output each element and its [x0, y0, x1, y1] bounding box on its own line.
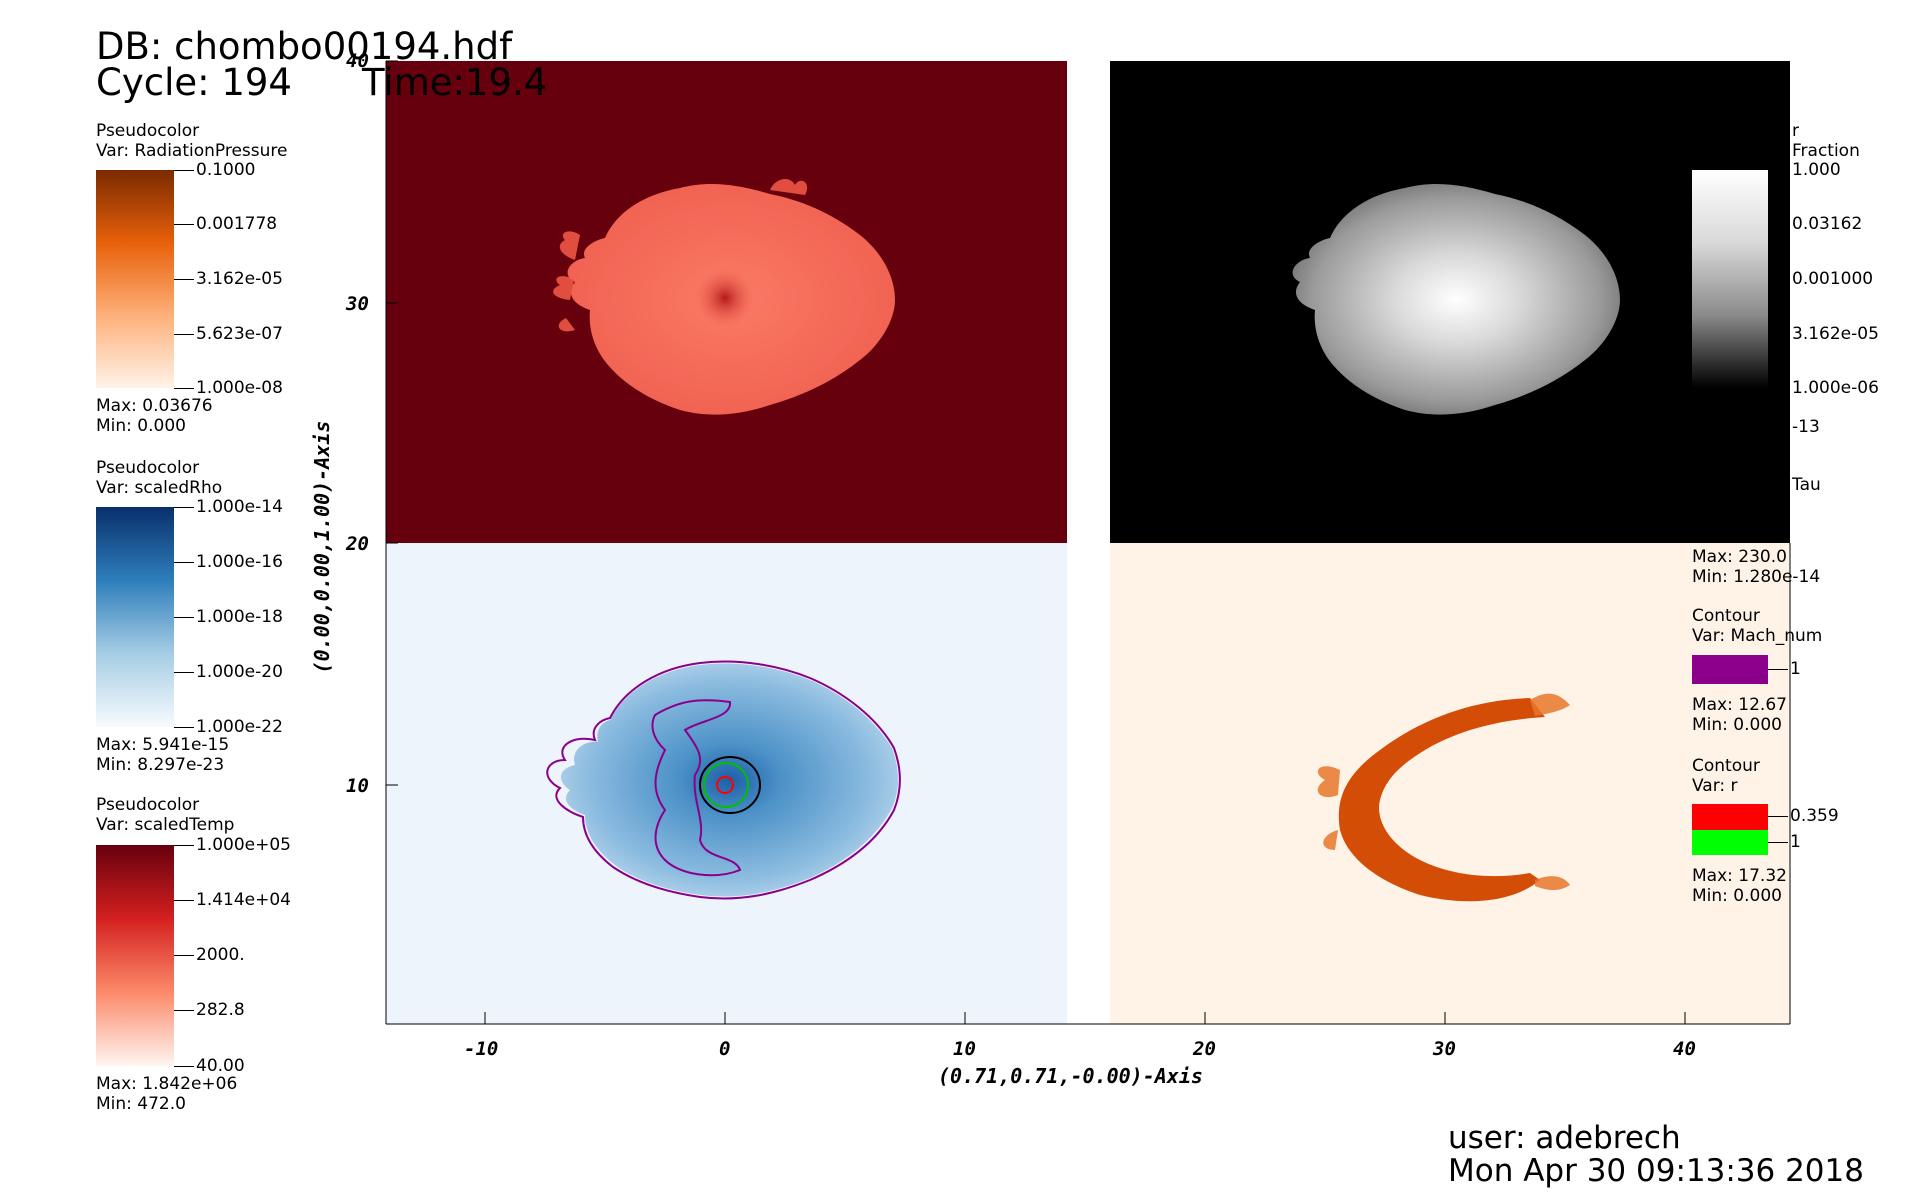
legend-3-plot: Pseudocolor: [96, 795, 200, 815]
legend-1-min: Min: 0.000: [96, 416, 186, 436]
right-legend-tick-2: 0.001000: [1792, 269, 1874, 289]
x-major-ticks: [484, 1012, 1686, 1024]
x-tick-neg10: -10: [464, 1038, 499, 1060]
x-axis-title: (0.71,0.71,-0.00)-Axis: [938, 1064, 1203, 1088]
legend-2-min: Min: 8.297e-23: [96, 755, 225, 775]
legend-3-tick-0: 1.000e+05: [196, 835, 292, 855]
legend-2-plot: Pseudocolor: [96, 458, 200, 478]
crescent-wisps: [1317, 693, 1570, 891]
mach-contour: [546, 660, 901, 900]
grayscale-blob: [1292, 183, 1620, 415]
legend-2-colorbar: [96, 507, 174, 727]
contour-1-min: Min: 0.000: [1692, 715, 1782, 735]
contour-1-level: 1: [1790, 659, 1801, 679]
right-legend-tick-3: 3.162e-05: [1792, 324, 1879, 344]
right-legend-fraction-partial: Fraction: [1792, 141, 1860, 161]
r-contour-black: [699, 756, 761, 814]
legend-2-tick-4: 1.000e-22: [196, 717, 283, 737]
right-legend-var-partial: r: [1792, 121, 1799, 141]
density-blob: [560, 663, 898, 897]
legend-1-tick-2: 3.162e-05: [196, 269, 283, 289]
legend-3-var: Var: scaledTemp: [96, 815, 235, 835]
y-tick-30: 30: [346, 293, 369, 315]
legend-1-max: Max: 0.03676: [96, 396, 213, 416]
legend-1-colorbar: [96, 170, 174, 388]
legend-1-tick-4: 1.000e-08: [196, 378, 283, 398]
r-contour-red: [716, 776, 734, 794]
legend-2-max: Max: 5.941e-15: [96, 735, 230, 755]
x-tick-20: 20: [1193, 1038, 1216, 1060]
legend-3-tick-2: 2000.: [196, 945, 245, 965]
legend-3-tick-4: 40.00: [196, 1056, 245, 1076]
y-tick-20: 20: [346, 533, 369, 555]
right-legend-tick-1: 0.03162: [1792, 214, 1863, 234]
contour-2-max: Max: 17.32: [1692, 866, 1787, 886]
user-label: user: adebrech: [1448, 1120, 1681, 1156]
contour-2-plot: Contour: [1692, 756, 1760, 776]
legend-1-plot: Pseudocolor: [96, 121, 200, 141]
legend-3-tick-3: 282.8: [196, 1000, 245, 1020]
mach-contour-inner: [651, 699, 742, 877]
contour-1-max: Max: 12.67: [1692, 695, 1787, 715]
contour-1-swatch: [1692, 655, 1768, 684]
cycle-label: Cycle: 194: [96, 61, 292, 104]
legend-3-min: Min: 472.0: [96, 1094, 186, 1114]
contour-2-level-1: 0.359: [1790, 806, 1839, 826]
time-label: Time:19.4: [362, 61, 548, 104]
contour-1-plot: Contour: [1692, 606, 1760, 626]
contour-2-swatch-green: [1692, 830, 1768, 855]
legend-1-tick-3: 5.623e-07: [196, 324, 283, 344]
timestamp: Mon Apr 30 09:13:36 2018: [1448, 1153, 1864, 1189]
legend-2-tick-0: 1.000e-14: [196, 497, 283, 517]
r-contour-green: [703, 762, 749, 808]
right-legend-max: Max: 230.0: [1692, 547, 1787, 567]
right-legend-tick-4: 1.000e-06: [1792, 378, 1879, 398]
contour-2-level-2: 1: [1790, 832, 1801, 852]
contour-2-var: Var: r: [1692, 776, 1738, 796]
x-tick-30: 30: [1433, 1038, 1456, 1060]
legend-3-colorbar: [96, 845, 174, 1066]
contour-1-var: Var: Mach_num: [1692, 626, 1823, 646]
x-tick-40: 40: [1673, 1038, 1696, 1060]
panel-crescent: [1110, 543, 1790, 1024]
legend-3-tick-1: 1.414e+04: [196, 890, 292, 910]
y-tick-10: 10: [346, 775, 369, 797]
database-title: DB: chombo00194.hdf: [96, 25, 513, 68]
legend-2-tick-3: 1.000e-20: [196, 662, 283, 682]
crescent-shape: [1338, 698, 1545, 902]
legend-2-var: Var: scaledRho: [96, 478, 223, 498]
y-axis-title: (0.00,0.00,1.00)-Axis: [310, 420, 334, 674]
legend-1-var: Var: RadiationPressure: [96, 141, 288, 161]
right-legend-min: Min: 1.280e-14: [1692, 567, 1821, 587]
legend-2-tick-2: 1.000e-18: [196, 607, 283, 627]
legend-2-tick-1: 1.000e-16: [196, 552, 283, 572]
right-legend-tick-0: 1.000: [1792, 160, 1841, 180]
legend-1-tick-0: 0.1000: [196, 160, 256, 180]
right-legend-tau-partial: Tau: [1792, 475, 1821, 495]
contour-2-min: Min: 0.000: [1692, 886, 1782, 906]
temperature-core: [695, 268, 755, 328]
legend-1-tick-1: 0.001778: [196, 214, 278, 234]
legend-3-max: Max: 1.842e+06: [96, 1074, 238, 1094]
y-major-ticks: [386, 60, 398, 786]
contour-2-swatch-red: [1692, 804, 1768, 830]
right-legend-extra-tick: -13: [1792, 417, 1820, 437]
right-legend-grayscale-bar: [1692, 170, 1768, 388]
x-tick-10: 10: [953, 1038, 976, 1060]
y-tick-40: 40: [346, 50, 369, 72]
x-tick-0: 0: [719, 1038, 731, 1060]
